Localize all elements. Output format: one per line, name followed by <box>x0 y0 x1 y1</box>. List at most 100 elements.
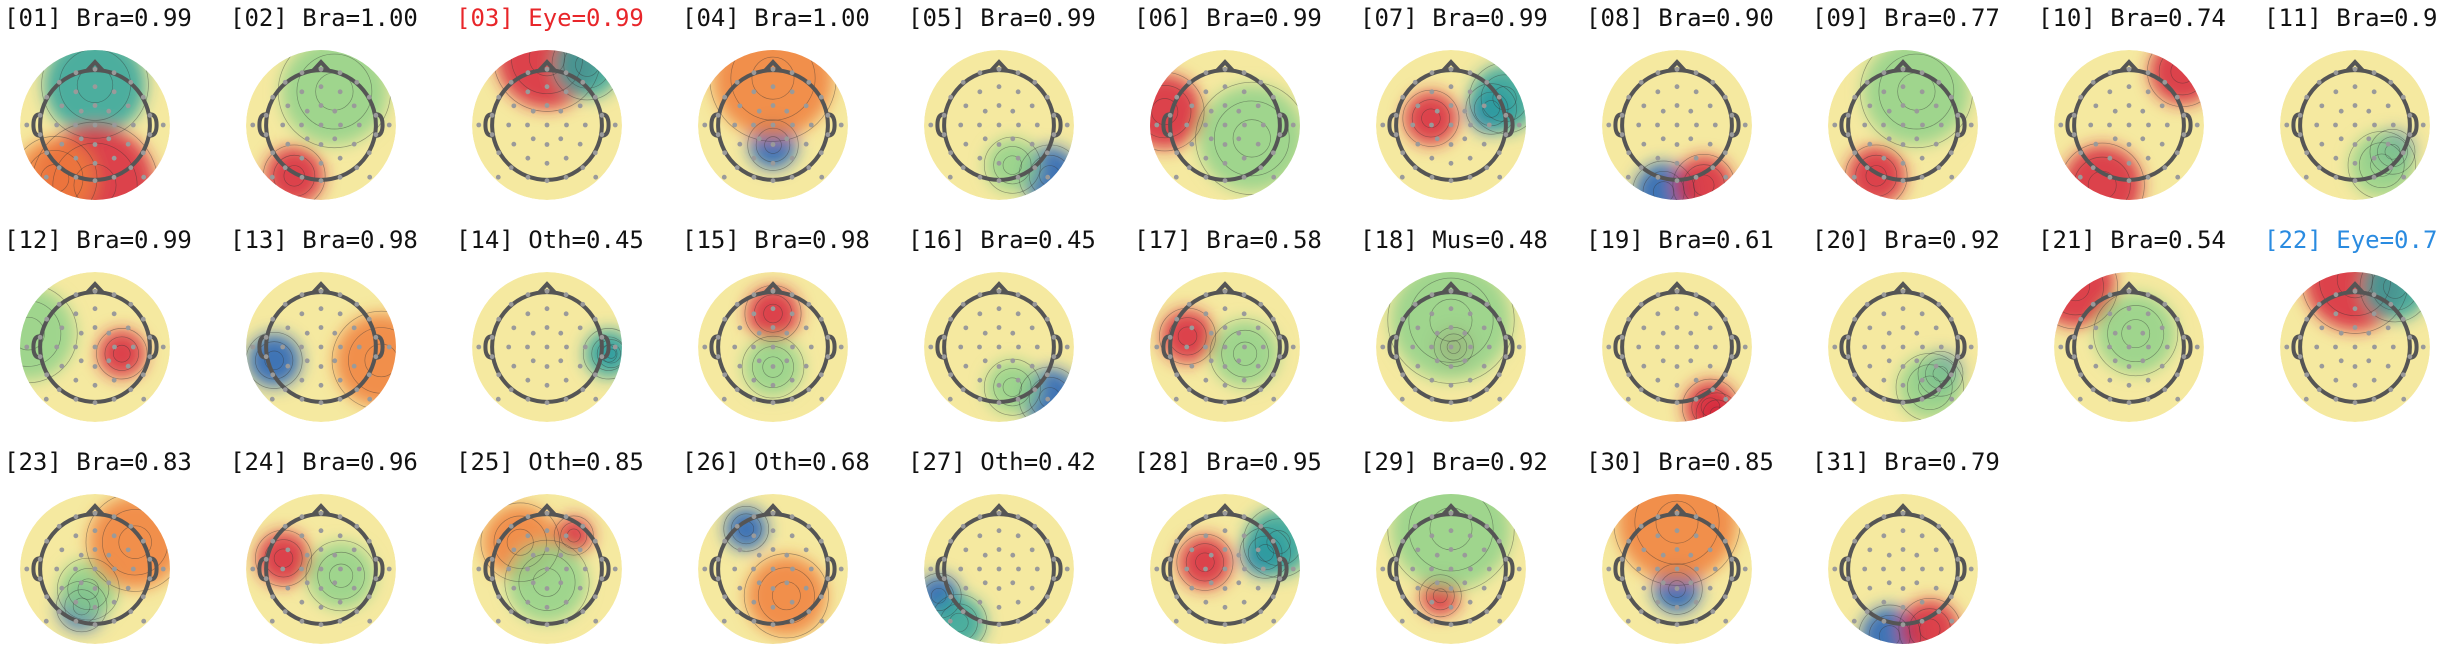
electrode-dot <box>1010 136 1016 142</box>
electrode-dot <box>544 103 550 108</box>
electrode-dot <box>1496 150 1502 156</box>
electrode-dot <box>1484 387 1490 393</box>
contour-line <box>1387 494 1515 593</box>
component-cell: [01] Bra=0.99 <box>4 4 230 226</box>
right-ear-outline <box>827 334 837 360</box>
electrode-dot <box>1203 566 1208 572</box>
electrode-dot <box>789 174 795 180</box>
left-ear-outline <box>2291 112 2301 138</box>
electrode-dot <box>1448 400 1454 406</box>
electrode-dot <box>1241 377 1247 383</box>
electrode-dot <box>525 377 531 383</box>
electrode-dot <box>318 528 324 534</box>
electrode-dot <box>1919 174 1925 180</box>
right-ear-outline <box>827 556 837 582</box>
electrode-dot <box>1242 566 1247 572</box>
electrode-dot <box>1948 94 1954 100</box>
electrode-dot <box>280 344 286 350</box>
electrode-dot <box>1236 358 1242 364</box>
electrode-dot <box>564 566 569 572</box>
component-label: [26] Oth=0.68 <box>682 448 870 476</box>
electrode-dot <box>2071 112 2077 118</box>
electrode-dot <box>1277 556 1283 562</box>
electrode-dot <box>1380 122 1386 128</box>
electrode-dot <box>299 70 305 76</box>
contour-line <box>1002 377 1023 397</box>
electrode-dot <box>1881 70 1887 76</box>
component-label: [20] Bra=0.92 <box>1812 226 2000 254</box>
contour-line <box>2158 50 2204 96</box>
electrode-dot <box>732 566 738 572</box>
electrode-dot <box>996 604 1002 610</box>
contour-line <box>1917 350 1964 397</box>
electrode-dot <box>304 552 310 558</box>
electrode-dot <box>1862 344 1868 350</box>
electrode-dot <box>1241 599 1247 605</box>
electrode-dot <box>544 622 550 628</box>
electrode-dot <box>770 325 776 330</box>
topomap <box>1150 494 1300 644</box>
contour-line <box>993 146 1032 185</box>
component-label: [06] Bra=0.99 <box>1134 4 1322 32</box>
electrode-dot <box>1881 155 1887 161</box>
electrode-dot <box>1271 174 1277 180</box>
electrode-dot <box>756 330 762 336</box>
component-cell: [31] Bra=0.79 <box>1812 448 2038 670</box>
field-blob <box>2062 145 2143 200</box>
electrode-dot <box>1864 387 1870 393</box>
electrode-dot <box>722 594 728 600</box>
electrode-dot <box>2126 364 2132 369</box>
electrode-dot <box>1399 396 1405 402</box>
electrode-dot <box>92 306 98 312</box>
electrode-dot <box>1881 174 1887 180</box>
electrode-dot <box>1881 396 1887 402</box>
electrode-dot <box>806 523 812 529</box>
contour-line <box>993 368 1032 407</box>
right-ear-outline <box>375 334 385 360</box>
electrode-dot <box>806 387 812 393</box>
electrode-dot <box>250 344 256 350</box>
electrode-dot <box>351 325 357 331</box>
electrode-dot <box>2174 372 2180 378</box>
electrode-dot <box>599 556 605 562</box>
electrode-dot <box>508 523 514 529</box>
electrode-dot <box>43 396 49 402</box>
electrode-dot <box>495 174 501 180</box>
electrode-dot <box>582 566 588 572</box>
electrode-dot <box>1660 552 1666 558</box>
electrode-dot <box>282 165 288 171</box>
electrode-dot <box>1968 566 1974 572</box>
electrode-dot <box>270 372 276 378</box>
electrode-dot <box>1919 396 1925 402</box>
electrode-dot <box>299 344 304 350</box>
electrode-dot <box>269 174 275 180</box>
electrode-dot <box>1636 566 1642 572</box>
electrode-dot <box>263 112 269 118</box>
component-label: [10] Bra=0.74 <box>2038 4 2226 32</box>
electrode-dot <box>373 132 379 138</box>
electrode-dot <box>1496 316 1502 322</box>
electrode-dot <box>977 514 983 520</box>
electrode-dot <box>2333 396 2339 402</box>
electrode-dot <box>366 94 372 100</box>
electrode-dot <box>963 547 969 553</box>
electrode-dot <box>1722 94 1728 100</box>
electrode-dot <box>1044 538 1050 544</box>
electrode-dot <box>1222 604 1228 610</box>
electrode-dot <box>2407 112 2413 118</box>
electrode-dot <box>299 377 305 383</box>
contour-line <box>296 53 373 130</box>
electrode-dot <box>111 599 117 605</box>
electrode-dot <box>1222 306 1228 312</box>
electrode-dot <box>2078 150 2084 156</box>
electrode-dot <box>1236 552 1242 558</box>
electrode-dot <box>1919 70 1925 76</box>
electrode-dot <box>1933 103 1939 109</box>
electrode-dot <box>2112 136 2118 142</box>
electrode-dot <box>1044 316 1050 322</box>
electrode-dot <box>2319 325 2325 331</box>
electrode-dot <box>1412 387 1418 393</box>
electrode-dot <box>2175 174 2181 180</box>
electrode-dot <box>1638 609 1644 615</box>
electrode-dot <box>2304 150 2310 156</box>
